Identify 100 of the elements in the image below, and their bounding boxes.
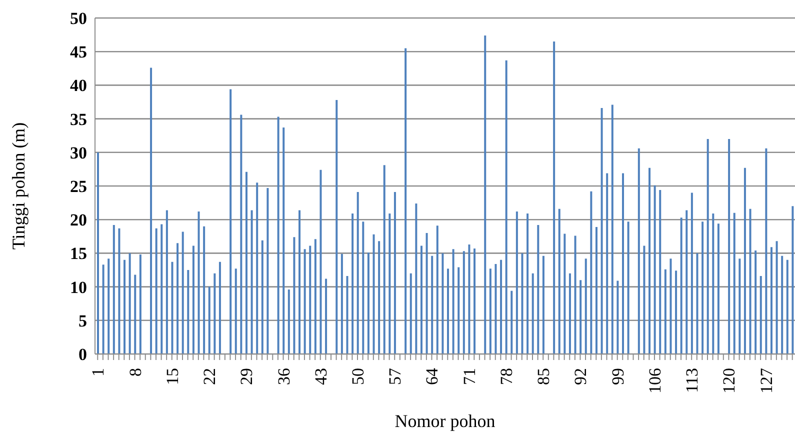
bar xyxy=(388,214,391,354)
bar xyxy=(256,182,258,354)
bar xyxy=(288,289,290,354)
bar xyxy=(192,246,194,354)
bar xyxy=(436,226,438,354)
bar xyxy=(298,210,301,354)
bar xyxy=(410,273,412,354)
bar xyxy=(325,278,328,354)
bar xyxy=(356,192,359,354)
bar xyxy=(431,256,434,354)
bar xyxy=(282,128,285,354)
bar xyxy=(447,268,449,354)
bar xyxy=(616,280,619,354)
bar xyxy=(781,256,784,354)
bar xyxy=(245,172,248,354)
bar xyxy=(182,232,184,354)
bar xyxy=(230,89,232,354)
bar xyxy=(134,274,136,354)
bar xyxy=(261,240,264,354)
x-tick-label: 57 xyxy=(386,368,405,385)
bar xyxy=(638,148,640,354)
bar xyxy=(744,168,746,354)
x-tick-label: 127 xyxy=(756,368,776,394)
bar xyxy=(749,208,752,354)
bar xyxy=(590,191,592,354)
bar xyxy=(558,208,560,354)
x-tick-label: 64 xyxy=(422,368,442,385)
bar xyxy=(208,286,210,354)
x-tick-label: 36 xyxy=(274,368,294,385)
y-tick-label: 35 xyxy=(70,110,87,129)
bar xyxy=(648,168,651,354)
bar xyxy=(277,116,280,354)
bar xyxy=(654,185,656,354)
x-tick-label: 22 xyxy=(200,368,220,385)
bar xyxy=(415,203,418,354)
bar xyxy=(680,218,682,354)
y-tick-label: 50 xyxy=(70,9,87,28)
x-tick-label: 29 xyxy=(237,368,256,385)
bar xyxy=(171,262,174,354)
bar xyxy=(346,276,348,354)
bar xyxy=(500,260,502,354)
bar xyxy=(728,138,730,354)
bar xyxy=(717,224,720,354)
bar xyxy=(776,241,778,354)
bar xyxy=(733,212,736,354)
x-tick-label: 99 xyxy=(608,368,628,385)
y-tick-label: 20 xyxy=(70,210,87,230)
bar xyxy=(293,237,296,354)
bar xyxy=(383,165,386,354)
bar xyxy=(643,246,646,354)
x-tick-label: 8 xyxy=(126,368,145,376)
y-tick-label: 40 xyxy=(70,76,87,96)
bar xyxy=(474,248,476,354)
y-tick-label: 0 xyxy=(78,345,87,364)
bar xyxy=(112,224,115,354)
bar xyxy=(394,192,396,354)
bar xyxy=(702,222,704,354)
bar xyxy=(600,108,603,354)
y-tick-label: 25 xyxy=(70,177,87,196)
bar xyxy=(176,243,179,354)
bar xyxy=(352,214,354,354)
bar xyxy=(187,270,190,354)
bar xyxy=(304,249,306,354)
bar xyxy=(526,214,529,354)
bar xyxy=(340,254,343,354)
bar xyxy=(198,212,200,354)
bar xyxy=(670,258,672,354)
bar xyxy=(118,228,120,354)
bar xyxy=(611,104,614,354)
bar xyxy=(696,253,698,354)
bar xyxy=(786,260,788,354)
bar xyxy=(139,254,142,354)
x-tick-label: 1 xyxy=(88,368,108,376)
bar xyxy=(250,210,253,354)
bar xyxy=(606,173,608,354)
x-tick-label: 15 xyxy=(162,368,182,385)
bar xyxy=(595,226,598,354)
bar xyxy=(234,268,237,354)
bar xyxy=(150,68,152,354)
bar xyxy=(160,224,163,354)
bar xyxy=(686,210,688,354)
x-tick-label: 92 xyxy=(571,368,590,385)
bar xyxy=(108,258,110,354)
bar xyxy=(584,258,587,354)
bar xyxy=(426,233,428,354)
bar xyxy=(568,273,571,354)
bar xyxy=(664,269,666,354)
bar xyxy=(580,280,582,354)
bar xyxy=(690,192,693,354)
y-tick-label: 5 xyxy=(78,311,87,330)
bar xyxy=(659,190,662,354)
bar xyxy=(510,290,513,354)
bar xyxy=(97,152,99,354)
bar xyxy=(420,246,422,354)
y-tick-label: 45 xyxy=(70,42,87,62)
bar xyxy=(458,267,460,354)
bar xyxy=(336,100,338,354)
bar xyxy=(532,273,534,354)
bar xyxy=(218,262,221,354)
bar xyxy=(712,214,714,354)
